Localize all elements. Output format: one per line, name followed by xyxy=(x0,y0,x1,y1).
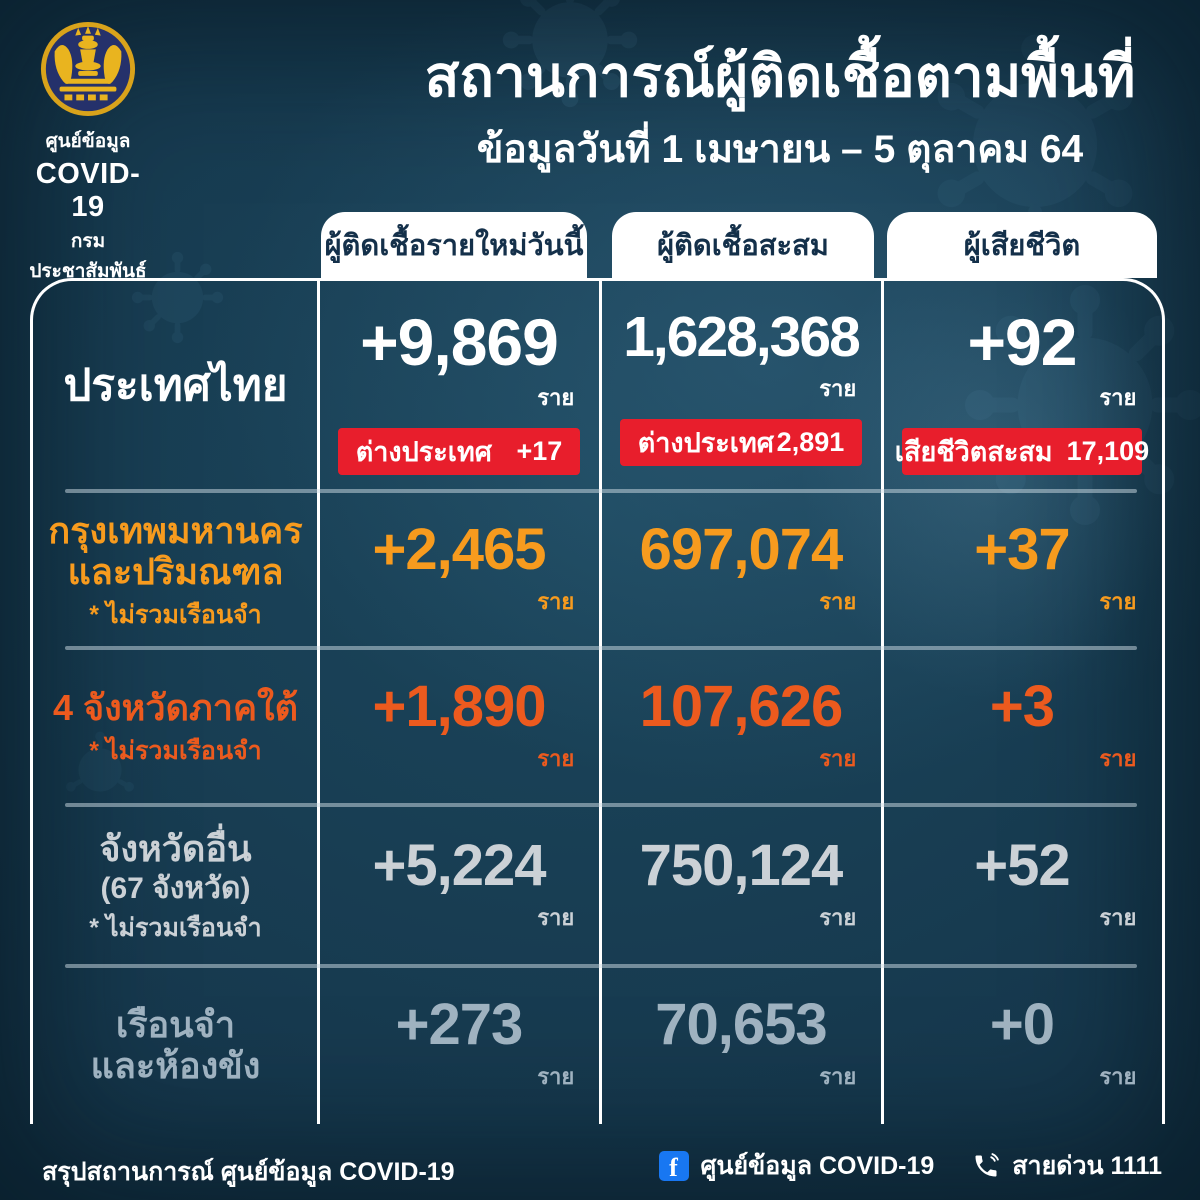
unit-label: ราย xyxy=(1099,385,1137,410)
cell-southern-deaths: +3 ราย xyxy=(882,648,1162,805)
cell-southern-new: +1,890 ราย xyxy=(318,648,600,805)
column-divider xyxy=(317,281,320,1124)
hotline-label: สายด่วน 1111 xyxy=(1012,1152,1162,1180)
badge-value: +17 xyxy=(516,436,563,466)
row-label-southern: 4 จังหวัดภาคใต้ * ไม่รวมเรือนจำ xyxy=(33,648,318,805)
value-number: 70,653 xyxy=(655,992,827,1057)
column-divider xyxy=(881,281,884,1124)
unit-label: ราย xyxy=(819,376,857,401)
row-label-text: ประเทศไทย xyxy=(63,360,288,410)
value-number: +37 xyxy=(974,516,1070,582)
value-number: 750,124 xyxy=(639,832,844,898)
cell-thailand-cumulative: 1,628,368 ราย ต่างประเทศ 2,891 xyxy=(600,281,882,491)
row-note: * ไม่รวมเรือนจำ xyxy=(89,914,262,943)
footer-source-text: สรุปสถานการณ์ ศูนย์ข้อมูล COVID-19 xyxy=(42,1158,455,1186)
value-number: +273 xyxy=(395,992,524,1057)
value-number: +0 xyxy=(989,992,1055,1057)
cell-thailand-new: +9,869 ราย ต่างประเทศ +17 xyxy=(318,281,600,491)
unit-label: ราย xyxy=(1099,588,1137,614)
unit-label: ราย xyxy=(1099,745,1137,771)
unit-label: ราย xyxy=(537,904,575,930)
data-table-frame: ประเทศไทย +9,869 ราย ต่างประเทศ +17 1,62… xyxy=(30,278,1165,1124)
unit-label: ราย xyxy=(819,1064,857,1089)
cell-thailand-deaths: +92 ราย เสียชีวิตสะสม 17,109 xyxy=(882,281,1162,491)
badge-abroad-new: ต่างประเทศ +17 xyxy=(337,428,581,475)
row-label-text: และห้องขัง xyxy=(90,1045,261,1086)
row-label-text: กรุงเทพมหานคร xyxy=(48,509,303,551)
cell-prisons-deaths: +0 ราย xyxy=(882,966,1162,1124)
logo-org-line1: ศูนย์ข้อมูล xyxy=(45,131,131,152)
row-label-text: จังหวัดอื่น xyxy=(99,828,252,870)
row-label-text: 4 จังหวัดภาคใต้ xyxy=(52,687,298,729)
value-number: +1,890 xyxy=(372,673,546,739)
unit-label: ราย xyxy=(537,1064,575,1089)
value-number: +2,465 xyxy=(372,516,546,582)
row-label-text: เรือนจำ xyxy=(115,1003,236,1045)
unit-label: ราย xyxy=(819,745,857,771)
facebook-page-label: ศูนย์ข้อมูล COVID-19 xyxy=(700,1152,935,1180)
row-label-thailand: ประเทศไทย xyxy=(33,281,318,491)
row-label-prisons: เรือนจำ และห้องขัง xyxy=(33,966,318,1124)
row-sublabel-text: (67 จังหวัด) xyxy=(100,871,251,905)
footer-contact-block: f ศูนย์ข้อมูล COVID-19 สายด่วน 1111 xyxy=(658,1146,1162,1186)
badge-label: เสียชีวิตสะสม xyxy=(894,437,1053,467)
unit-label: ราย xyxy=(1099,904,1137,930)
row-divider xyxy=(65,646,1137,650)
row-label-bangkok: กรุงเทพมหานคร และปริมณฑล * ไม่รวมเรือนจำ xyxy=(33,491,318,648)
column-header-cumulative: ผู้ติดเชื้อสะสม xyxy=(612,212,874,278)
badge-value: 2,891 xyxy=(776,427,845,457)
unit-label: ราย xyxy=(819,588,857,614)
phone-icon xyxy=(972,1152,1000,1180)
cell-bangkok-deaths: +37 ราย xyxy=(882,491,1162,648)
unit-label: ราย xyxy=(537,745,575,771)
cell-other-deaths: +52 ราย xyxy=(882,805,1162,966)
value-number: +52 xyxy=(974,832,1070,898)
cell-other-cumulative: 750,124 ราย xyxy=(600,805,882,966)
cell-bangkok-new: +2,465 ราย xyxy=(318,491,600,648)
cell-other-new: +5,224 ราย xyxy=(318,805,600,966)
cell-southern-cumulative: 107,626 ราย xyxy=(600,648,882,805)
badge-abroad-cumulative: ต่างประเทศ 2,891 xyxy=(619,419,863,466)
badge-label: ต่างประเทศ xyxy=(637,428,774,458)
value-number: +5,224 xyxy=(372,832,546,898)
column-header-deaths: ผู้เสียชีวิต xyxy=(887,212,1157,278)
cell-bangkok-cumulative: 697,074 ราย xyxy=(600,491,882,648)
value-number: 697,074 xyxy=(639,516,844,582)
row-label-other-provinces: จังหวัดอื่น (67 จังหวัด) * ไม่รวมเรือนจำ xyxy=(33,805,318,966)
column-header-new-cases: ผู้ติดเชื้อรายใหม่วันนี้ xyxy=(321,212,587,278)
page-subtitle: ข้อมูลวันที่ 1 เมษายน – 5 ตุลาคม 64 xyxy=(476,128,1084,171)
badge-label: ต่างประเทศ xyxy=(355,437,492,467)
page-title: สถานการณ์ผู้ติดเชื้อตามพื้นที่ xyxy=(424,45,1136,109)
value-number: +3 xyxy=(989,673,1055,739)
badge-value: 17,109 xyxy=(1066,436,1150,466)
row-note: * ไม่รวมเรือนจำ xyxy=(89,600,262,629)
row-note: * ไม่รวมเรือนจำ xyxy=(89,736,262,765)
column-divider xyxy=(599,281,602,1124)
unit-label: ราย xyxy=(1099,1064,1137,1089)
cell-prisons-cumulative: 70,653 ราย xyxy=(600,966,882,1124)
unit-label: ราย xyxy=(537,385,575,410)
row-divider xyxy=(65,489,1137,493)
prd-logo-block: ศูนย์ข้อมูล COVID-19 กรมประชาสัมพันธ์ xyxy=(26,20,150,286)
row-label-text: และปริมณฑล xyxy=(67,551,284,593)
value-number: 1,628,368 xyxy=(623,305,861,369)
facebook-icon: f xyxy=(658,1151,689,1181)
value-number: +9,869 xyxy=(360,305,559,379)
logo-org-line2: COVID-19 xyxy=(35,158,141,223)
cell-prisons-new: +273 ราย xyxy=(318,966,600,1124)
logo-org-line3: กรมประชาสัมพันธ์ xyxy=(29,231,147,282)
row-divider xyxy=(65,803,1137,807)
unit-label: ราย xyxy=(819,904,857,930)
row-divider xyxy=(65,964,1137,968)
value-number: 107,626 xyxy=(639,673,844,739)
unit-label: ราย xyxy=(537,588,575,614)
government-emblem-icon xyxy=(40,21,136,117)
data-table-grid: ประเทศไทย +9,869 ราย ต่างประเทศ +17 1,62… xyxy=(33,281,1162,1124)
value-number: +92 xyxy=(967,305,1078,379)
badge-cumulative-deaths: เสียชีวิตสะสม 17,109 xyxy=(895,428,1149,475)
